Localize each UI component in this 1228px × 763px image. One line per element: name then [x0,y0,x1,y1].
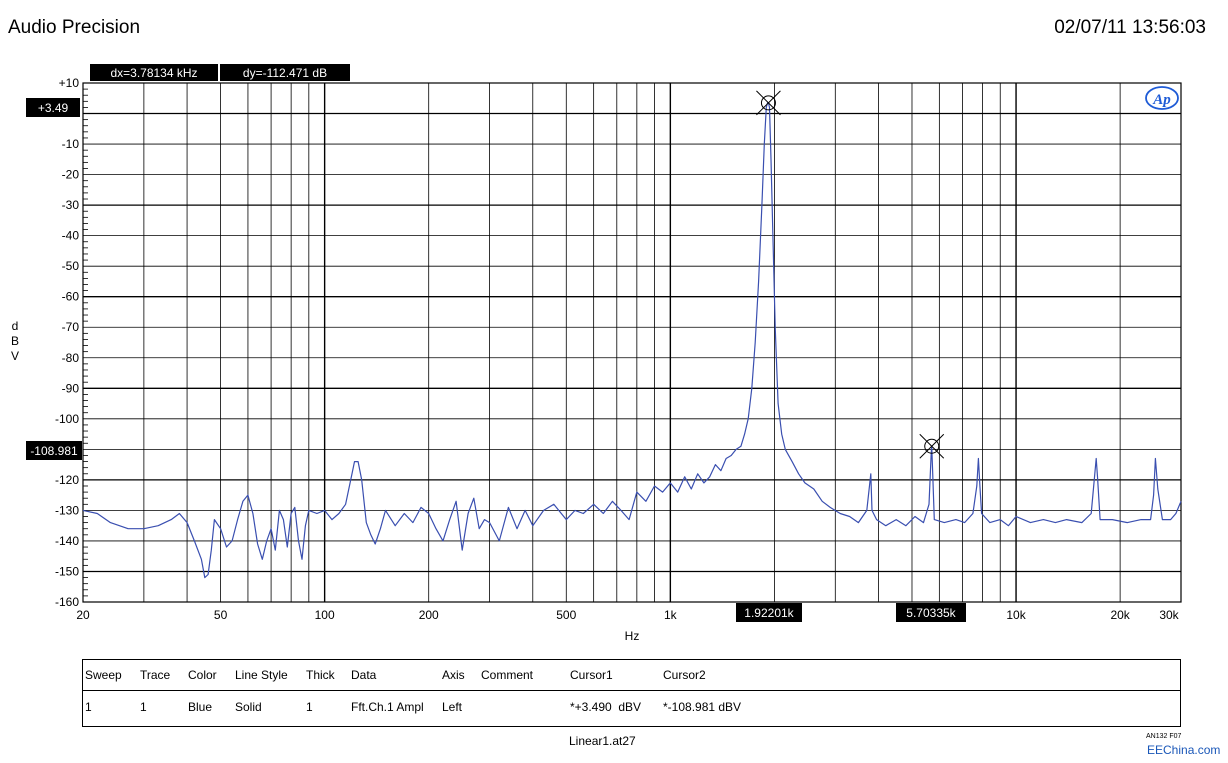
ap-logo-text: Ap [1152,92,1171,108]
cursor2-y-label: -108.981 [26,441,82,460]
cursor1-x-label: 1.92201k [736,603,802,622]
y-tick-label: -40 [62,229,80,243]
y-tick-label: -150 [55,564,79,578]
y-tick-label: -120 [55,473,79,487]
x-tick-label: 10k [1006,608,1026,622]
legend-cell-cursor2: *-108.981 dBV [663,700,742,714]
legend-cell-data: Fft.Ch.1 Ampl [351,700,424,714]
y-tick-label: -60 [62,290,80,304]
y-tick-label: -30 [62,198,80,212]
y-tick-label: -10 [62,137,80,151]
chart-grid [83,83,1181,602]
legend-header-sweep: Sweep [85,668,122,682]
x-tick-label: 20k [1110,608,1130,622]
dx-readout-text: dx=3.78134 kHz [110,66,197,80]
y-tick-label: -20 [62,168,80,182]
y-tick-label: -100 [55,412,79,426]
x-tick-label: 30k [1159,608,1179,622]
legend-cell-cursor1: *+3.490 dBV [570,700,642,714]
legend-header-line-style: Line Style [235,668,288,682]
y-tick-label: -80 [62,351,80,365]
legend-header-thick: Thick [306,668,335,682]
ap-logo-icon: Ap [1145,86,1179,110]
dy-readout: dy=-112.471 dB [220,64,350,81]
y-tick-label: -70 [62,320,80,334]
series-group [82,102,1182,579]
x-tick-label: 100 [315,608,335,622]
cursor2-y-label-text: -108.981 [30,444,78,458]
x-tick-label: 1k [664,608,678,622]
legend-cell-line-style: Solid [235,700,262,714]
cursor1-x-label-text: 1.92201k [744,606,794,620]
legend-cell-color: Blue [188,700,213,714]
legend-header-cursor2: Cursor2 [663,668,706,682]
dx-readout: dx=3.78134 kHz [90,64,218,81]
document-code: AN132 F07 [1146,733,1182,740]
legend-header-color: Color [188,668,217,682]
legend-cell-axis: Left [442,700,463,714]
timestamp: 02/07/11 13:56:03 [1054,17,1206,38]
footer-file-name: Linear1.at27 [569,734,636,748]
x-tick-label: 200 [419,608,439,622]
legend-header-cursor1: Cursor1 [570,668,613,682]
cursor-circle [924,438,940,454]
legend-cell-trace: 1 [140,700,147,714]
cursor1-y-label-text: +3.49 [38,101,69,115]
y-tick-label: -140 [55,534,79,548]
legend-cell-thick: 1 [306,700,313,714]
legend-header-comment: Comment [481,668,534,682]
x-axis-title: Hz [625,629,640,643]
watermark: EEChina.com [1147,743,1221,757]
y-tick-label: -90 [62,381,80,395]
plot-frame [82,82,1182,603]
cursor-circle [760,95,776,111]
cursor-group [756,90,945,459]
dy-readout-text: dy=-112.471 dB [243,66,327,80]
fft-chart: 20501002005001k2k5k10k20k30k +10-10-20-3… [11,64,1182,643]
legend-table-divider [83,690,1180,691]
cursor-cross [756,90,781,116]
x-tick-label: 50 [214,608,228,622]
legend-table: Sweep Trace Color Line Style Thick Data … [82,659,1181,727]
minor-ticks [83,88,88,597]
cursor2-x-label: 5.70335k [896,603,966,622]
x-tick-label: 20 [76,608,90,622]
legend-header-data: Data [351,668,377,682]
cursor1-y-label: +3.49 [26,98,80,117]
legend-cell-sweep: 1 [85,700,92,714]
x-tick-label: 500 [556,608,576,622]
cursor-cross [919,433,945,459]
app-title: Audio Precision [8,17,141,38]
y-tick-label: -50 [62,259,80,273]
y-tick-label: -130 [55,503,79,517]
y-tick-label: +10 [59,76,80,90]
legend-header-trace: Trace [140,668,171,682]
series-line [82,102,1182,579]
cursor2-x-label-text: 5.70335k [906,606,956,620]
y-tick-labels: +10 -10 -20 -30 -40 -50 -60 -70 -80 -90 -100 -120 -1… [55,76,79,609]
y-tick-label: -160 [55,595,79,609]
cursor-1-marker [756,90,781,116]
cursor-2-marker [919,433,945,459]
x-tick-labels: 20501002005001k2k5k10k20k30k [76,608,1179,622]
legend-header-axis: Axis [442,668,465,682]
